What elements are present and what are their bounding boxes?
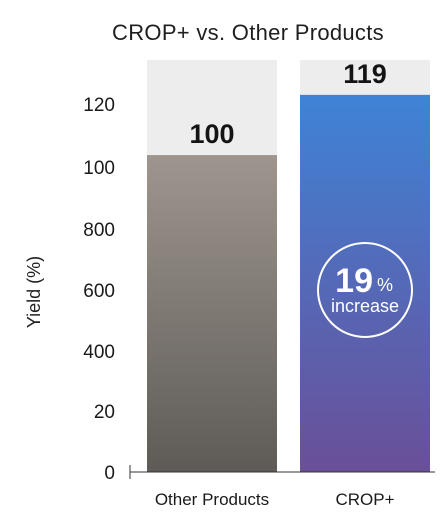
increase-badge-value: 19 xyxy=(335,262,373,300)
y-tick-label: 20 xyxy=(94,402,115,423)
value-label-other-products: 100 xyxy=(189,119,234,149)
y-axis-label: Yield (%) xyxy=(24,256,44,328)
y-tick-label: 800 xyxy=(83,220,115,241)
category-label-other-products: Other Products xyxy=(155,490,269,509)
y-tick-label: 0 xyxy=(104,463,115,484)
y-tick-label: 400 xyxy=(83,342,115,363)
value-label-crop: 119 xyxy=(343,59,387,89)
category-label-crop: CROP+ xyxy=(335,490,394,509)
bar-crop xyxy=(300,94,430,472)
y-tick-label: 600 xyxy=(83,281,115,302)
chart-title: CROP+ vs. Other Products xyxy=(112,20,384,45)
increase-badge-unit: % xyxy=(377,275,393,295)
y-tick-label: 120 xyxy=(83,95,115,116)
bar-other-products xyxy=(147,155,277,473)
y-tick-label: 100 xyxy=(83,158,115,179)
increase-badge-ring xyxy=(317,242,413,338)
increase-badge-text: increase xyxy=(331,296,399,316)
